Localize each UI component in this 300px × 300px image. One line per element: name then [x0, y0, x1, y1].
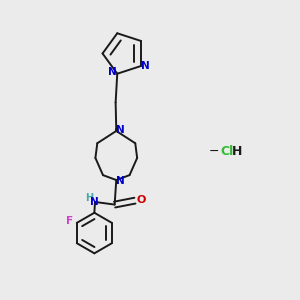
Text: H: H — [232, 145, 242, 158]
Text: N: N — [141, 61, 150, 71]
Text: N: N — [116, 125, 125, 135]
Text: −: − — [208, 145, 219, 158]
Text: N: N — [108, 68, 116, 77]
Text: H: H — [85, 193, 93, 203]
Text: N: N — [116, 176, 125, 186]
Text: N: N — [90, 197, 99, 207]
Text: O: O — [136, 195, 146, 205]
Text: Cl: Cl — [220, 145, 233, 158]
Text: F: F — [66, 216, 73, 226]
